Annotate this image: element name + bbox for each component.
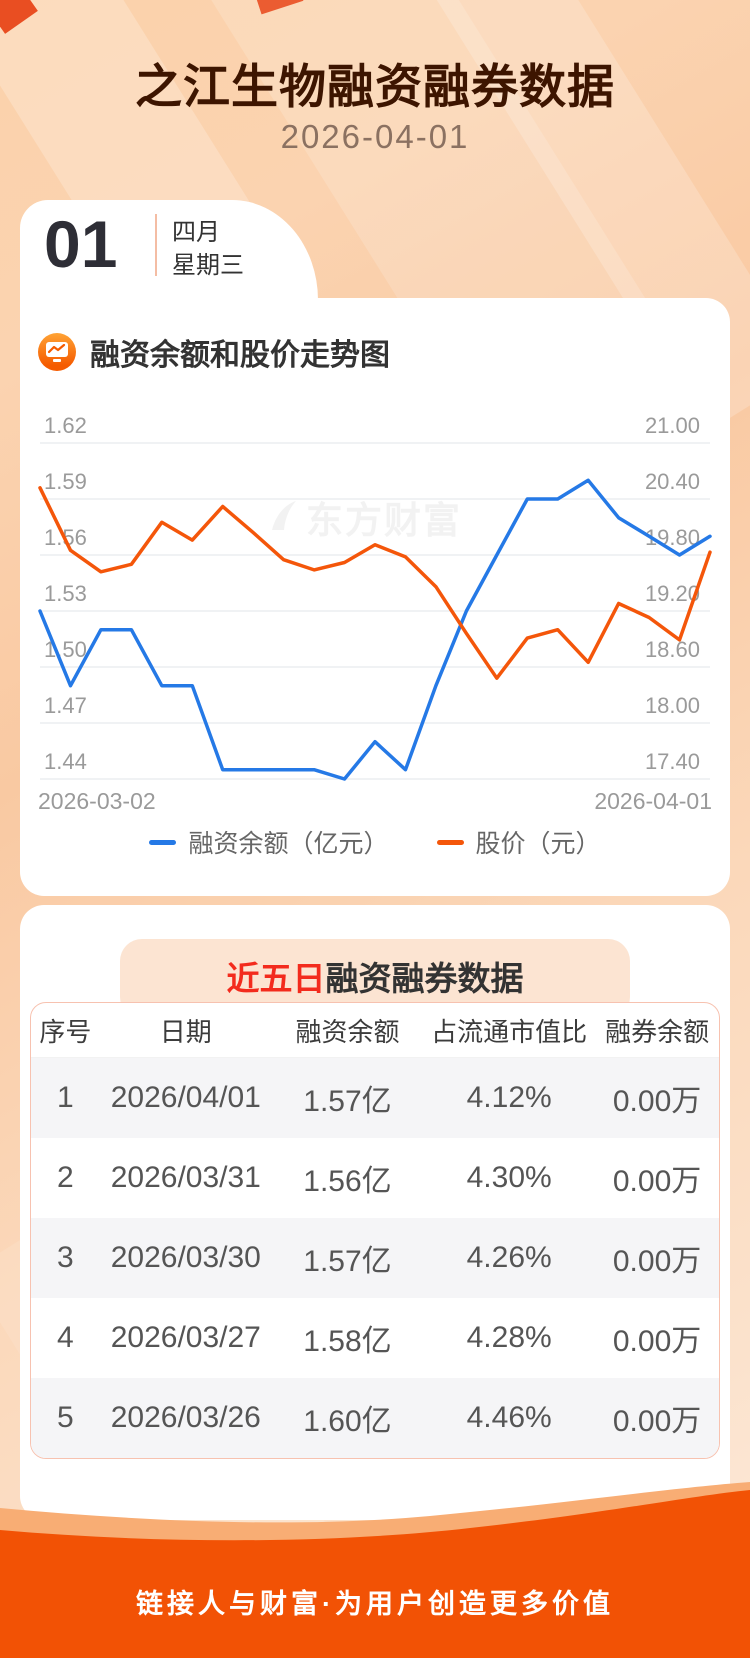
table-row: 1 2026/04/01 1.57亿 4.12% 0.00万 <box>31 1058 719 1138</box>
date-tab <box>20 200 232 300</box>
table-column-header: 序号 <box>39 1016 92 1047</box>
table-column-header: 融券余额 <box>605 1016 710 1047</box>
table-header-row: 序号 日期 融资余额 占流通市值比 融券余额 <box>31 1003 719 1058</box>
table-cell: 0.00万 <box>612 1405 702 1438</box>
table-row: 4 2026/03/27 1.58亿 4.28% 0.00万 <box>31 1298 719 1378</box>
table-cell: 2026/03/26 <box>110 1401 261 1434</box>
svg-text:17.40: 17.40 <box>645 749 700 774</box>
svg-text:2026-04-01: 2026-04-01 <box>594 788 712 814</box>
table-cell: 2026/03/31 <box>110 1161 261 1194</box>
table-title-rest: 融资融券数据 <box>325 960 524 997</box>
corner-ribbon-accent <box>0 0 38 34</box>
date-tab-curve <box>232 200 318 300</box>
page-date: 2026-04-01 <box>280 118 470 155</box>
table-cell: 4 <box>57 1321 74 1354</box>
svg-text:19.20: 19.20 <box>645 581 700 606</box>
svg-text:18.00: 18.00 <box>645 693 700 718</box>
margin-data-table: 序号 日期 融资余额 占流通市值比 融券余额 1 2026/04/01 1.57亿 4.12%… <box>30 1002 720 1459</box>
table-cell: 2 <box>57 1161 74 1194</box>
svg-text:1.62: 1.62 <box>44 413 87 438</box>
svg-text:18.60: 18.60 <box>645 637 700 662</box>
table-cell: 2026/04/01 <box>110 1081 261 1114</box>
table-body: 1 2026/04/01 1.57亿 4.12% 0.00万 2 2026/03/31 1.5… <box>31 1058 719 1458</box>
legend-swatch <box>149 839 177 845</box>
day-number: 01 <box>44 207 118 281</box>
table-cell: 0.00万 <box>612 1245 702 1278</box>
table-cell: 0.00万 <box>612 1085 702 1118</box>
chart-section-header: 融资余额和股价走势图 <box>38 330 390 374</box>
table-cell: 1.60亿 <box>303 1405 392 1438</box>
svg-text:2026-03-02: 2026-03-02 <box>38 788 156 814</box>
trend-monitor-icon <box>38 333 76 371</box>
table-cell: 1.57亿 <box>303 1085 392 1118</box>
table-cell: 0.00万 <box>612 1165 702 1198</box>
weekday-label: 星期三 <box>172 252 244 279</box>
month-label: 四月 <box>172 219 220 246</box>
footer-wave <box>0 1482 750 1658</box>
table-section-title: 近五日融资融券数据 <box>0 952 750 1000</box>
table-row: 2 2026/03/31 1.56亿 4.30% 0.00万 <box>31 1138 719 1218</box>
table-title-highlight: 近五日 <box>226 960 326 997</box>
legend-item: 融资余额（亿元） <box>149 824 389 860</box>
svg-text:20.40: 20.40 <box>645 469 700 494</box>
table-cell: 4.28% <box>466 1321 552 1354</box>
table-cell: 1.57亿 <box>303 1245 392 1278</box>
chart-card <box>20 298 730 896</box>
dual-axis-line-chart: 1.62 21.00 1.59 20.40 1.56 19.80 1.53 19.20 1.50… <box>30 395 730 865</box>
table-cell: 4.30% <box>466 1161 552 1194</box>
table-row: 3 2026/03/30 1.57亿 4.26% 0.00万 <box>31 1218 719 1298</box>
table-column-header: 日期 <box>159 1016 212 1047</box>
legend-label: 股价（元） <box>475 830 601 858</box>
svg-text:1.44: 1.44 <box>44 749 87 774</box>
page-title: 之江生物融资融券数据 <box>135 60 615 113</box>
svg-text:21.00: 21.00 <box>645 413 700 438</box>
svg-text:1.53: 1.53 <box>44 581 87 606</box>
table-cell: 4.12% <box>466 1081 552 1114</box>
svg-text:1.59: 1.59 <box>44 469 87 494</box>
table-cell: 1 <box>57 1081 74 1114</box>
table-row: 5 2026/03/26 1.60亿 4.46% 0.00万 <box>31 1378 719 1458</box>
table-cell: 4.46% <box>466 1401 552 1434</box>
table-cell: 2026/03/30 <box>110 1241 261 1274</box>
chart-legend: 融资余额（亿元） 股价（元） <box>0 824 750 860</box>
legend-item: 股价（元） <box>436 824 601 860</box>
ribbon-accent <box>256 0 304 15</box>
date-divider <box>155 214 157 276</box>
table-cell: 1.56亿 <box>303 1165 392 1198</box>
month-weekday: 四月 星期三 <box>172 216 244 282</box>
table-cell: 5 <box>57 1401 74 1434</box>
legend-swatch <box>436 839 464 845</box>
chart-section-title: 融资余额和股价走势图 <box>90 339 390 372</box>
footer-slogan: 链接人与财富·为用户创造更多价值 <box>136 1589 614 1619</box>
svg-text:1.47: 1.47 <box>44 693 87 718</box>
legend-label: 融资余额（亿元） <box>188 830 389 858</box>
table-column-header: 融资余额 <box>295 1016 400 1047</box>
table-cell: 1.58亿 <box>303 1325 392 1358</box>
table-cell: 0.00万 <box>612 1325 702 1358</box>
table-cell: 2026/03/27 <box>110 1321 261 1354</box>
table-cell: 4.26% <box>466 1241 552 1274</box>
table-cell: 3 <box>57 1241 74 1274</box>
table-column-header: 占流通市值比 <box>431 1016 588 1047</box>
